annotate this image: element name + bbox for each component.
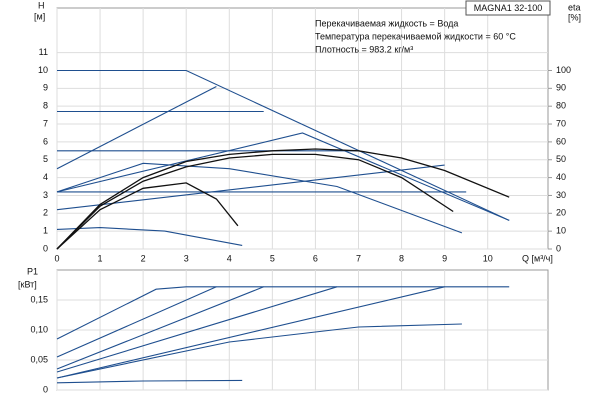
y2-tick-label: 20 <box>556 208 566 218</box>
y-axis-label: P1 <box>27 266 38 276</box>
y2-tick-label: 50 <box>556 154 566 164</box>
annotation: Температура перекачиваемой жидкости = 60… <box>315 31 516 41</box>
efficiency-curve <box>56 182 239 250</box>
y-axis-unit: [кВт] <box>18 279 37 289</box>
y-tick-label: 0 <box>43 384 48 394</box>
y2-axis-label: eta <box>568 2 581 12</box>
y-tick-label: 8 <box>43 101 48 111</box>
chart-title: MAGNA1 32-100 <box>474 3 543 13</box>
y2-tick-label: 80 <box>556 101 566 111</box>
annotation: Плотность = 983.2 кг/м³ <box>315 44 413 54</box>
y2-tick-label: 90 <box>556 83 566 93</box>
y2-tick-label: 0 <box>556 243 561 253</box>
y-tick-label: 7 <box>43 118 48 128</box>
curve <box>56 164 445 211</box>
annotation: Перекачиваемая жидкость = Вода <box>315 18 458 28</box>
title-box <box>465 0 551 16</box>
y2-tick-label: 70 <box>556 118 566 128</box>
y-tick-label: 4 <box>43 172 48 182</box>
curve <box>56 162 463 234</box>
efficiency-curve <box>56 153 454 250</box>
y-axis-label: H <box>38 0 45 10</box>
y-tick-label: 0,10 <box>30 324 48 334</box>
x-tick-label: 9 <box>442 253 447 263</box>
y-tick-label: 6 <box>43 136 48 146</box>
y-tick-label: 2 <box>43 208 48 218</box>
x-tick-label: 10 <box>483 253 493 263</box>
y2-tick-label: 40 <box>556 172 566 182</box>
curve <box>56 286 217 358</box>
y2-axis-unit: [%] <box>568 12 581 22</box>
curve <box>56 379 243 384</box>
y2-tick-label: 10 <box>556 226 566 236</box>
x-tick-label: 6 <box>313 253 318 263</box>
x-tick-label: 7 <box>356 253 361 263</box>
x-tick-label: 8 <box>399 253 404 263</box>
x-tick-label: 4 <box>227 253 232 263</box>
y-tick-label: 0,05 <box>30 354 48 364</box>
y-tick-label: 3 <box>43 190 48 200</box>
efficiency-curve <box>56 148 510 250</box>
curve <box>56 323 462 379</box>
x-tick-label: 5 <box>270 253 275 263</box>
curve <box>56 286 510 340</box>
y2-tick-label: 100 <box>556 65 571 75</box>
curve <box>56 286 445 379</box>
x-tick-label: 2 <box>141 253 146 263</box>
y-tick-label: 1 <box>43 226 48 236</box>
x-axis-label: Q [м³/ч] <box>522 253 553 263</box>
curve <box>56 86 217 170</box>
x-tick-label: 1 <box>98 253 103 263</box>
curve <box>56 286 264 370</box>
y-tick-label: 0,15 <box>30 294 48 304</box>
y-tick-label: 10 <box>38 65 48 75</box>
x-tick-label: 3 <box>184 253 189 263</box>
y-tick-label: 11 <box>39 47 48 57</box>
curve <box>56 132 510 221</box>
y2-tick-label: 60 <box>556 136 566 146</box>
y-tick-label: 9 <box>43 83 48 93</box>
y-tick-label: 5 <box>43 154 48 164</box>
curve <box>56 227 243 246</box>
y-axis-unit: [м] <box>34 11 45 21</box>
y2-tick-label: 30 <box>556 190 566 200</box>
y-tick-label: 0 <box>43 243 48 253</box>
curve <box>56 286 338 373</box>
x-tick-label: 0 <box>54 253 59 263</box>
